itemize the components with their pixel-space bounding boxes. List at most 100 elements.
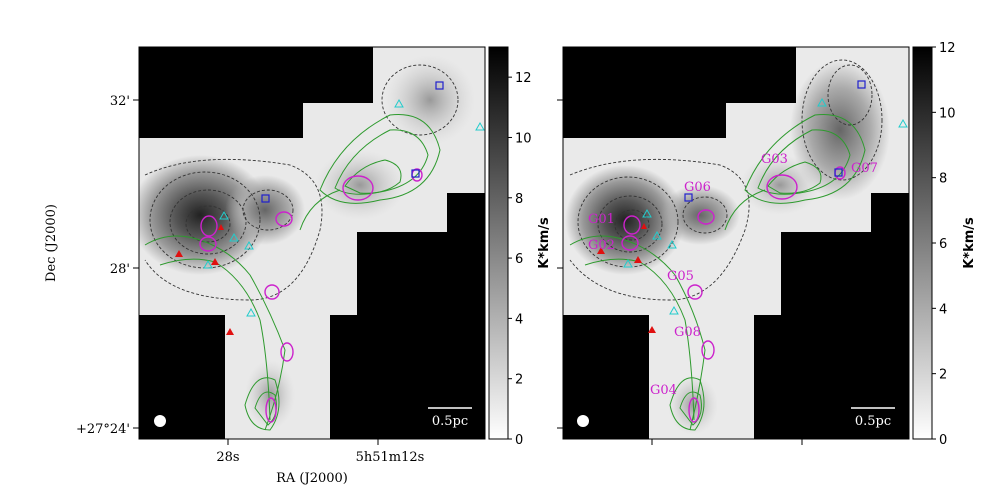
left-cyan-triangle	[246, 307, 256, 317]
left-clump-ellipse	[280, 342, 294, 362]
right-contour-black	[827, 64, 873, 126]
left-beam-marker	[154, 415, 166, 427]
right-red-triangle	[641, 223, 647, 229]
left-contour-black	[185, 205, 231, 243]
left-colorbar-label: K*km/s	[537, 217, 552, 269]
left-ytick-label: 28'	[110, 262, 130, 277]
right-contour-green	[744, 113, 866, 204]
right-contour-black	[614, 209, 650, 241]
right-scalebar-label: 0.5pc	[855, 414, 891, 429]
clump-label-g02: G02	[588, 238, 615, 253]
left-ytick-label: 32'	[110, 94, 130, 109]
right-colorbar-tick-label: 6	[939, 237, 947, 252]
left-red-triangle	[211, 258, 219, 265]
right-colorbar-tick-label: 10	[939, 106, 956, 121]
left-contour-black	[169, 189, 247, 255]
right-blue-square	[834, 168, 843, 177]
left-scalebar-label: 0.5pc	[432, 414, 468, 429]
right-colorbar-tick-label: 12	[939, 41, 956, 56]
right-clump-ellipse	[687, 284, 703, 300]
right-masked-region	[563, 47, 796, 138]
left-clump-ellipse	[265, 397, 277, 423]
right-contour-green	[569, 235, 706, 431]
left-red-triangle	[175, 250, 183, 257]
right-colorbar-tick-label: 8	[939, 172, 947, 187]
left-panel: 0.5pc 32' 28' +27°24' 28s 5h51m12s RA (J…	[44, 46, 552, 486]
left-clump-ellipse	[264, 284, 280, 300]
left-xtick-label: 5h51m12s	[356, 450, 425, 465]
right-clump-ellipse	[697, 209, 715, 225]
right-contour-black	[801, 59, 883, 181]
right-cyan-triangle	[898, 118, 908, 128]
right-colorbar-tick-label: 2	[939, 368, 947, 383]
left-contour-green	[159, 258, 271, 421]
left-cyan-triangle	[219, 210, 229, 220]
left-emission-blob	[315, 150, 405, 220]
right-beam-marker	[577, 415, 589, 427]
right-cyan-triangle	[667, 239, 677, 249]
right-panel: G01 G02 G03 G04 G05 G06 G07 G08 0.5pc 0 2…	[557, 41, 977, 448]
left-colorbar-tick-label: 4	[515, 312, 523, 327]
right-colorbar-ticks: 0 2 4 6 8 10 12	[932, 41, 956, 448]
right-contour-black	[577, 176, 679, 268]
right-contour-green	[584, 258, 695, 421]
left-clump-ellipse	[200, 215, 218, 237]
right-contour-black	[682, 196, 728, 234]
left-blue-square	[261, 194, 270, 203]
left-contour-green	[299, 189, 341, 231]
clump-label-g08: G08	[674, 325, 701, 340]
right-masked-region	[754, 193, 909, 439]
y-axis-label: Dec (J2000)	[44, 204, 59, 282]
right-red-triangle	[597, 247, 605, 254]
left-emission-blob	[245, 360, 295, 430]
right-colorbar-tick-label: 4	[939, 302, 947, 317]
right-plot-frame	[562, 46, 910, 440]
left-contour-black	[381, 64, 459, 136]
right-red-triangle	[634, 256, 642, 263]
left-clump-ellipse	[199, 236, 217, 252]
right-colorbar	[912, 46, 933, 440]
right-cyan-triangle	[669, 305, 679, 315]
left-contour-green	[344, 159, 402, 194]
left-cyan-triangle	[475, 121, 485, 131]
left-colorbar	[488, 46, 509, 440]
left-masked-region	[330, 193, 485, 439]
left-colorbar-tick-label: 0	[515, 433, 523, 448]
clump-label-g04: G04	[650, 383, 677, 398]
left-colorbar-tick-label: 10	[515, 131, 532, 146]
left-blue-square	[411, 169, 420, 178]
right-red-triangle	[648, 326, 656, 333]
left-xtick-label: 28s	[216, 450, 239, 465]
left-cyan-triangle	[244, 240, 254, 250]
left-red-triangle	[218, 224, 224, 230]
right-cyan-triangle	[652, 230, 662, 240]
right-cyan-triangle	[642, 208, 652, 218]
left-ytick-label: +27°24'	[76, 422, 130, 437]
clump-label-g03: G03	[761, 152, 788, 167]
right-contour-green	[757, 129, 851, 195]
right-contour-green	[724, 189, 766, 231]
left-colorbar-tick-label: 12	[515, 71, 532, 86]
left-cyan-triangle	[394, 98, 404, 108]
right-emission-blob	[660, 185, 740, 245]
left-plot-frame	[138, 46, 486, 440]
right-contour-black	[569, 158, 750, 301]
right-clump-ellipse	[621, 235, 639, 251]
right-contour-green	[669, 377, 705, 431]
left-blue-square	[435, 81, 444, 90]
left-colorbar-tick-label: 8	[515, 192, 523, 207]
right-contour-green	[767, 161, 822, 194]
clump-label-g05: G05	[667, 269, 694, 284]
left-clump-ellipse	[342, 175, 374, 201]
left-cyan-triangle	[203, 259, 213, 269]
left-colorbar-tick-label: 2	[515, 373, 523, 388]
left-masked-region	[139, 47, 373, 138]
left-cyan-triangle	[229, 232, 239, 242]
right-clump-ellipse	[623, 215, 641, 235]
right-clump-ellipse	[688, 397, 700, 423]
left-contour-green	[319, 113, 441, 204]
x-axis-label: RA (J2000)	[276, 471, 348, 486]
left-contour-green	[254, 391, 277, 426]
left-colorbar-tick-label: 6	[515, 252, 523, 267]
